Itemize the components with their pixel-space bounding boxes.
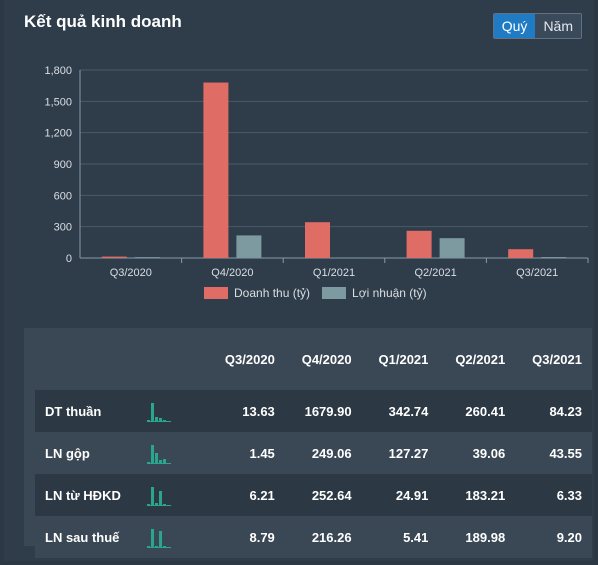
sparkline-bar: [155, 545, 158, 547]
sparkline-bar: [163, 503, 166, 505]
y-tick-label: 600: [54, 190, 72, 202]
table-cell: 8.79: [249, 529, 275, 545]
sparkline-bar: [163, 459, 166, 463]
y-tick-label: 0: [66, 253, 72, 265]
results-table-container: Q3/2020 Q4/2020 Q1/2021 Q2/2021 Q3/2021 …: [24, 328, 592, 558]
row-label: LN sau thuế: [45, 529, 120, 545]
chart-legend: Doanh thu (tỷ) Lợi nhuận (tỷ): [204, 286, 427, 300]
bar-profit: [338, 257, 363, 259]
table-cell: 13.63: [242, 403, 275, 419]
x-tick-label: Q1/2021: [313, 267, 355, 279]
table-cell: 84.23: [549, 403, 582, 419]
table-cell: 216.26: [311, 529, 352, 545]
sparkline-bar: [147, 545, 150, 547]
sparkline-icon: [146, 474, 208, 516]
sparkline-bar: [163, 419, 166, 421]
sparkline-bar: [151, 402, 154, 421]
table-cell: 342.74: [388, 403, 429, 419]
sparkline-bar: [151, 444, 154, 463]
table-cell: 39.06: [472, 445, 506, 461]
bar-revenue: [508, 249, 534, 258]
sparkline-bar: [155, 416, 158, 421]
table-cell: 24.91: [395, 487, 429, 503]
row-label: DT thuần: [45, 403, 102, 419]
legend-label-revenue: Doanh thu (tỷ): [234, 286, 311, 300]
x-tick-label: Q3/2021: [516, 267, 558, 279]
sparkline-bar: [151, 486, 154, 505]
legend-label-profit: Lợi nhuận (tỷ): [352, 286, 427, 300]
header-empty-spark: [146, 328, 208, 390]
sparkline-bar: [159, 530, 162, 547]
y-tick-label: 300: [54, 222, 72, 234]
sparkline-bar: [147, 503, 150, 505]
business-results-panel: Kết quả kinh doanh Quý Năm 0 300 600 900 1,2…: [4, 0, 594, 561]
period-toggle: Quý Năm: [492, 13, 582, 39]
table-cell: 249.06: [311, 445, 352, 461]
table-cell: 1679.90: [304, 403, 352, 419]
business-results-chart: 0 300 600 900 1,200 1,500 1,800 Q3/2020 Q4/2020 Q…: [44, 65, 589, 279]
bar-profit: [439, 238, 465, 258]
y-tick-label: 1,500: [44, 96, 72, 108]
table-cell: 9.20: [556, 529, 582, 545]
y-tick-label: 1,200: [44, 128, 72, 140]
sparkline-bar: [151, 528, 154, 547]
table-cell: 189.98: [465, 529, 506, 545]
sparkline-bar: [155, 453, 158, 463]
bar-revenue: [203, 82, 229, 258]
sparkline-bar: [159, 459, 162, 463]
table-cell: 183.21: [465, 487, 506, 503]
legend-swatch-profit: [322, 287, 347, 299]
table-cell: 5.41: [403, 529, 429, 545]
table-row: DT thuần 13.63 1679.90 342.74 260.41 84.…: [35, 390, 592, 432]
table-row: LN gộp 1.45 249.06 127.27 39.06 43.55: [35, 432, 592, 474]
sparkline-bar: [147, 419, 150, 421]
bar-profit: [134, 257, 160, 259]
sparkline-icon: [146, 432, 208, 474]
column-header: Q2/2021: [455, 351, 506, 367]
y-tick-label: 900: [54, 159, 72, 171]
column-header: Q1/2021: [378, 351, 429, 367]
row-label: LN từ HĐKD: [45, 487, 121, 503]
table-header-row: Q3/2020 Q4/2020 Q1/2021 Q2/2021 Q3/2021: [35, 328, 592, 390]
sparkline-bar: [155, 502, 158, 505]
column-header: Q3/2020: [224, 351, 275, 367]
sparkline-icon: [146, 390, 208, 432]
toggle-year-button[interactable]: Năm: [535, 14, 581, 38]
sparkline-bar: [159, 491, 162, 505]
x-tick-label: Q4/2020: [211, 267, 253, 279]
header-empty-label: [35, 328, 146, 390]
table-cell: 127.27: [388, 445, 429, 461]
legend-swatch-revenue: [204, 287, 228, 299]
table-cell: 1.45: [249, 445, 275, 461]
table-row: LN sau thuế 8.79 216.26 5.41 189.98 9.20: [35, 516, 592, 558]
legend-item-revenue[interactable]: Doanh thu (tỷ): [204, 286, 310, 300]
panel-title: Kết quả kinh doanh: [24, 12, 182, 31]
sparkline-bar: [159, 417, 162, 421]
table-cell: 43.55: [549, 445, 582, 461]
bar-profit: [236, 235, 262, 258]
column-header: Q4/2020: [301, 351, 352, 367]
sparkline-bar: [147, 461, 150, 463]
bar-revenue: [101, 256, 127, 258]
y-tick-label: 1,800: [44, 65, 72, 77]
x-tick-label: Q3/2020: [110, 267, 152, 279]
table-row: LN từ HĐKD 6.21 252.64 24.91 183.21 6.33: [35, 474, 592, 516]
results-table: Q3/2020 Q4/2020 Q1/2021 Q2/2021 Q3/2021 …: [35, 328, 592, 558]
table-cell: 260.41: [465, 403, 506, 419]
bar-profit: [541, 257, 567, 259]
bar-revenue: [406, 230, 432, 258]
row-label: LN gộp: [45, 445, 90, 461]
toggle-quarter-button[interactable]: Quý: [493, 14, 536, 38]
legend-item-profit[interactable]: Lợi nhuận (tỷ): [322, 286, 427, 300]
x-tick-label: Q2/2021: [414, 267, 456, 279]
bar-revenue: [305, 222, 330, 258]
column-header: Q3/2021: [532, 351, 582, 367]
table-cell: 6.21: [249, 487, 275, 503]
table-cell: 6.33: [556, 487, 582, 503]
sparkline-icon: [146, 516, 208, 558]
table-cell: 252.64: [311, 487, 352, 503]
sparkline-bar: [163, 545, 166, 547]
